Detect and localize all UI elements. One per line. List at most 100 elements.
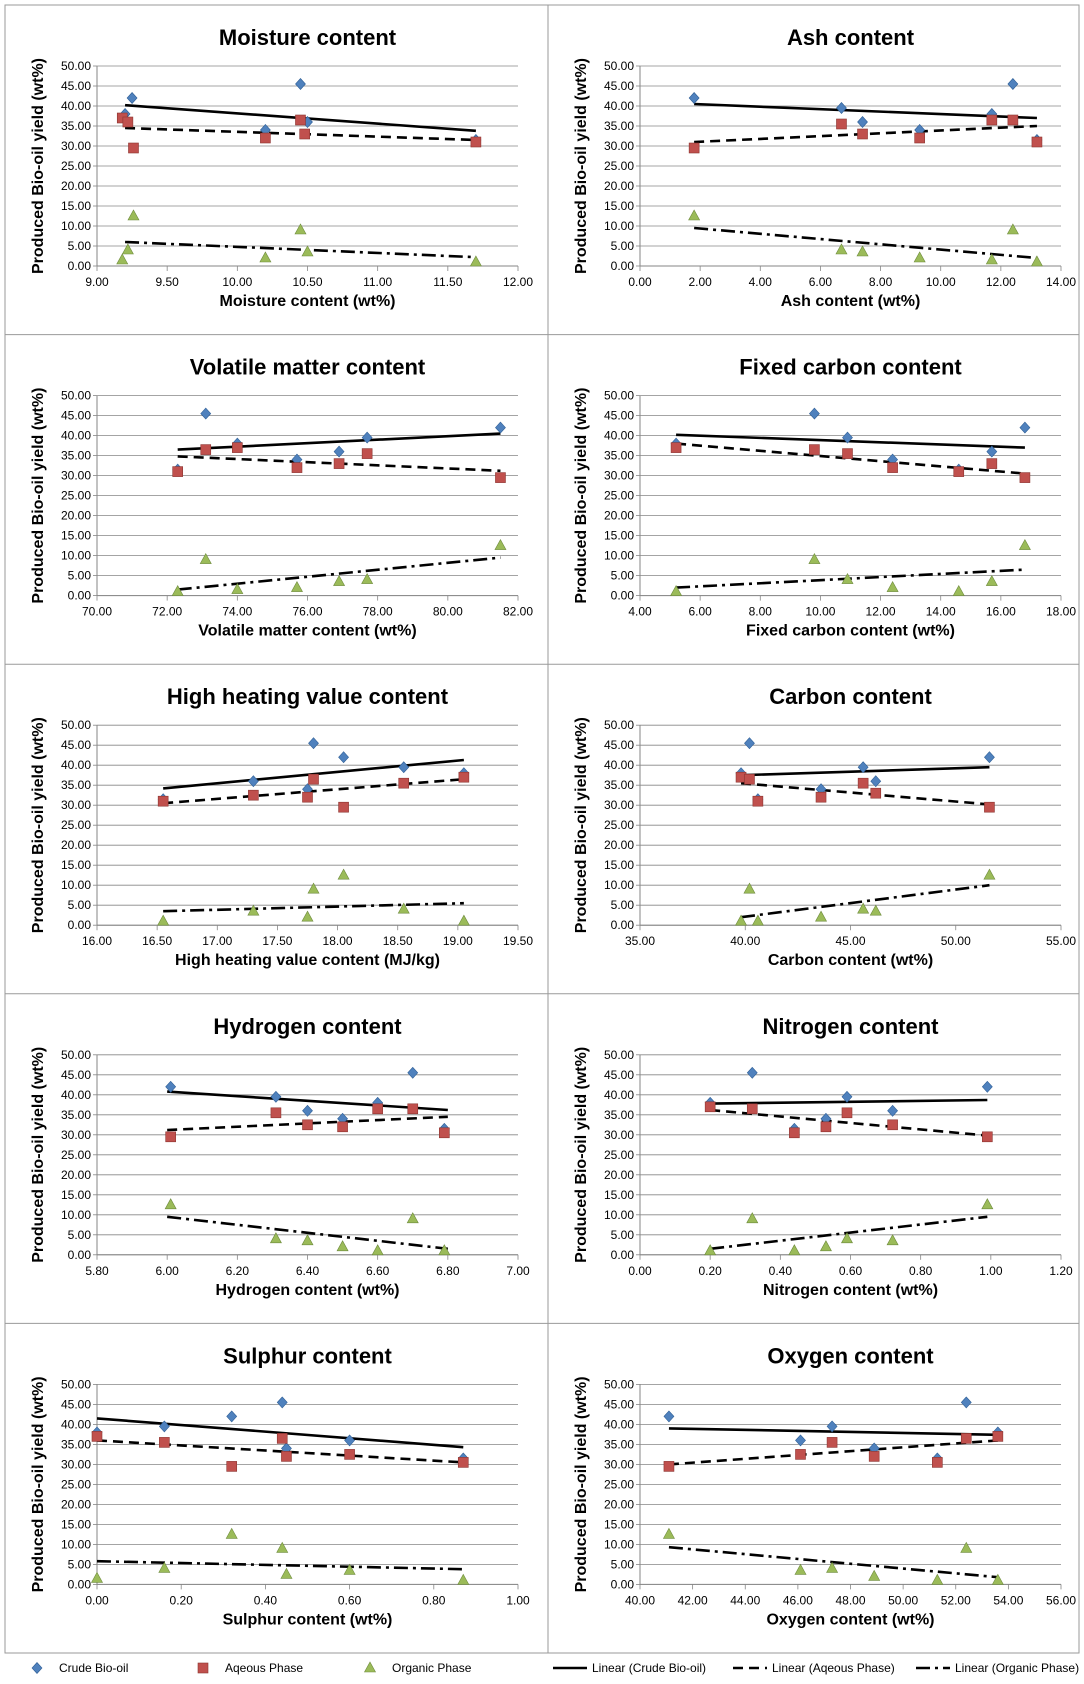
legend-label: Organic Phase: [392, 1661, 472, 1675]
data-point: [857, 128, 868, 140]
y-tick-label: 20.00: [604, 1168, 634, 1182]
data-point: [247, 904, 260, 916]
x-tick-label: 19.50: [503, 934, 533, 948]
data-point: [842, 431, 853, 444]
y-tick-label: 20.00: [61, 1497, 91, 1511]
data-point: [808, 552, 821, 564]
y-tick-label: 30.00: [61, 469, 91, 483]
data-point: [809, 444, 820, 455]
x-tick-label: 10.00: [805, 605, 835, 619]
data-point: [407, 1103, 419, 1115]
y-tick-label: 15.00: [604, 529, 634, 543]
data-point: [165, 1080, 177, 1093]
x-tick-label: 48.00: [835, 1593, 865, 1607]
y-tick-label: 30.00: [604, 469, 634, 483]
data-point: [90, 1571, 104, 1583]
data-point: [171, 584, 184, 596]
legend-marker: [363, 1661, 377, 1673]
x-tick-label: 56.00: [1046, 1593, 1076, 1607]
x-tick-label: 6.00: [809, 275, 833, 289]
x-tick-label: 46.00: [783, 1593, 813, 1607]
data-point: [165, 1131, 176, 1143]
trendline: [96, 1559, 464, 1571]
y-tick-label: 50.00: [604, 1377, 634, 1391]
data-point: [932, 1457, 943, 1468]
y-tick-label: 25.00: [604, 159, 634, 173]
y-tick-label: 0.00: [611, 1248, 635, 1262]
data-point: [247, 775, 259, 788]
y-tick-label: 15.00: [604, 1517, 634, 1531]
y-tick-label: 50.00: [61, 389, 91, 403]
data-point: [200, 444, 212, 455]
y-tick-label: 35.00: [604, 449, 634, 463]
y-tick-label: 10.00: [604, 219, 634, 233]
legend-marker: [31, 1662, 43, 1674]
legend-label: Linear (Aqeous Phase): [772, 1661, 895, 1675]
chart-panel: Oxygen content 0.00 5.00 10.00 15.00 20.00 25.…: [573, 1343, 1076, 1628]
data-point: [361, 448, 373, 459]
data-point: [886, 1234, 899, 1246]
x-tick-label: 44.00: [730, 1593, 760, 1607]
y-tick-label: 40.00: [604, 758, 634, 772]
data-point: [269, 1232, 282, 1244]
y-axis-title: Produced Bio-oil yield (wt%): [573, 1376, 590, 1592]
trendline: [694, 124, 1038, 144]
x-axis-title: Fixed carbon content (wt%): [746, 623, 955, 640]
data-point: [91, 1431, 103, 1442]
y-tick-label: 30.00: [604, 139, 634, 153]
chart-panel: Sulphur content 0.00 5.00 10.00 15.00 20.00 25…: [30, 1343, 530, 1628]
data-point: [158, 1420, 170, 1433]
trendline: [177, 432, 501, 451]
data-point: [302, 1119, 313, 1131]
y-tick-label: 20.00: [604, 509, 634, 523]
chart-title: Volatile matter content: [190, 355, 426, 380]
data-point: [301, 1234, 314, 1246]
legend-label: Aqeous Phase: [225, 1661, 303, 1675]
data-point: [868, 1569, 881, 1581]
data-point: [457, 914, 470, 926]
x-tick-label: 42.00: [678, 1593, 708, 1607]
data-point: [857, 761, 869, 774]
data-point: [290, 580, 303, 592]
data-point: [981, 1198, 994, 1210]
chart-title: Oxygen content: [767, 1343, 934, 1368]
data-point: [744, 773, 755, 785]
y-tick-label: 20.00: [61, 838, 91, 852]
data-point: [914, 132, 925, 144]
data-point: [361, 572, 374, 584]
x-tick-label: 72.00: [152, 605, 182, 619]
data-point: [789, 1127, 800, 1139]
legend-label: Linear (Crude Bio-oil): [592, 1661, 706, 1675]
data-point: [986, 445, 998, 458]
x-tick-label: 76.00: [292, 605, 322, 619]
trendline: [710, 1108, 988, 1137]
y-tick-label: 20.00: [61, 1168, 91, 1182]
x-tick-label: 6.80: [436, 1264, 460, 1278]
y-tick-label: 50.00: [61, 1377, 91, 1391]
y-tick-label: 35.00: [61, 1108, 91, 1122]
x-axis-title: High heating value content (MJ/kg): [175, 952, 440, 969]
data-point: [1007, 114, 1019, 126]
data-point: [983, 868, 996, 880]
y-tick-label: 50.00: [61, 59, 91, 73]
data-point: [337, 868, 350, 880]
data-point: [984, 751, 995, 764]
data-point: [248, 789, 259, 801]
trendline: [675, 442, 1026, 475]
data-point: [259, 251, 272, 263]
data-point: [857, 116, 868, 128]
y-tick-label: 30.00: [61, 139, 91, 153]
data-point: [662, 1527, 675, 1539]
data-point: [336, 1240, 349, 1252]
data-point: [815, 791, 827, 803]
trendline: [740, 765, 990, 777]
data-point: [122, 116, 134, 128]
data-point: [836, 102, 847, 114]
chart-panel: Volatile matter content 0.00 5.00 10.00 15.0…: [30, 355, 533, 640]
y-tick-label: 5.00: [611, 239, 635, 253]
data-point: [407, 1066, 419, 1079]
data-point: [157, 795, 169, 807]
data-point: [746, 1103, 758, 1115]
x-tick-label: 8.00: [749, 605, 773, 619]
y-tick-label: 5.00: [611, 1228, 635, 1242]
